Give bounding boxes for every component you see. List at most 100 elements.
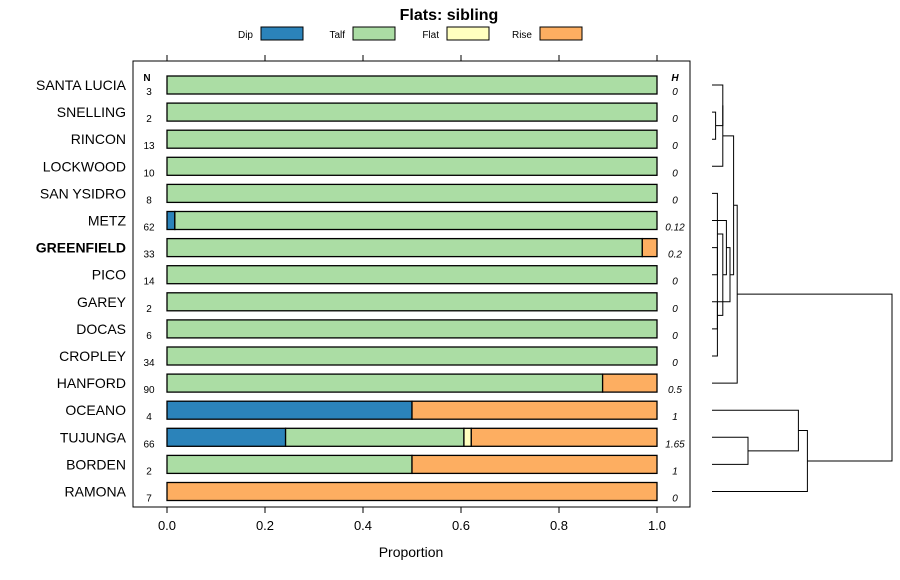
- n-value-pico: 14: [143, 277, 155, 288]
- n-value-cropley: 34: [143, 358, 155, 369]
- bar-segment-pico-talf: [166, 265, 658, 285]
- n-value-ramona: 7: [146, 494, 152, 505]
- dendrogram-branch-2: [712, 105, 724, 167]
- h-value-greenfield: 0.2: [668, 250, 682, 261]
- h-value-garey: 0: [672, 304, 678, 315]
- bar-segment-oceano-rise: [411, 400, 658, 420]
- h-value-rincon: 0: [672, 141, 678, 152]
- row-label-san-ysidro: SAN YSIDRO: [40, 185, 126, 201]
- row-label-rincon: RINCON: [71, 131, 126, 147]
- x-tick-label-5: 1.0: [648, 518, 666, 533]
- x-tick-label-2: 0.4: [354, 518, 372, 533]
- bar-segment-tujunga-flat: [463, 427, 472, 447]
- h-value-pico: 0: [672, 277, 678, 288]
- row-label-pico: PICO: [92, 267, 126, 283]
- legend-swatch-talf: [352, 26, 396, 41]
- row-label-garey: GAREY: [77, 294, 127, 310]
- h-value-metz: 0.12: [665, 223, 685, 234]
- bar-segment-lockwood-talf: [166, 156, 658, 176]
- bar-segment-tujunga-talf: [284, 427, 465, 447]
- n-column-header: N: [143, 73, 150, 84]
- n-value-greenfield: 33: [143, 250, 155, 261]
- dendrogram-branch-13: [712, 430, 808, 492]
- bar-segment-santa-lucia-talf: [166, 75, 658, 95]
- dendrogram-branch-0: [712, 111, 717, 140]
- bar-segment-garey-talf: [166, 292, 658, 312]
- legend-label-rise: Rise: [512, 30, 532, 41]
- row-label-cropley: CROPLEY: [59, 348, 127, 364]
- legend-label-flat: Flat: [422, 30, 439, 41]
- row-label-hanford: HANFORD: [57, 375, 126, 391]
- n-value-rincon: 13: [143, 141, 155, 152]
- x-axis: 0.0 0.2 0.4 0.6 0.8 1.0: [158, 55, 666, 533]
- bar-segment-tujunga-rise: [470, 427, 658, 447]
- row-label-lockwood: LOCKWOOD: [43, 158, 126, 174]
- n-value-docas: 6: [146, 331, 152, 342]
- bar-segment-greenfield-rise: [641, 237, 658, 258]
- bar-segment-greenfield-talf: [166, 237, 643, 258]
- dendrogram-branch-12: [712, 409, 799, 452]
- dendrogram-branch-6: [717, 233, 724, 316]
- row-label-ramona: RAMONA: [65, 484, 127, 500]
- row-label-docas: DOCAS: [76, 321, 126, 337]
- row-label-oceano: OCEANO: [65, 402, 126, 418]
- row-label-snelling: SNELLING: [57, 104, 126, 120]
- h-value-oceano: 1: [672, 412, 678, 423]
- bar-segment-cropley-talf: [166, 346, 658, 366]
- n-value-san-ysidro: 8: [146, 195, 152, 206]
- bar-segment-hanford-talf: [166, 373, 604, 393]
- n-value-tujunga: 66: [143, 439, 155, 450]
- bar-segment-borden-rise: [411, 454, 658, 475]
- h-value-ramona: 0: [672, 494, 678, 505]
- x-tick-label-0: 0.0: [158, 518, 176, 533]
- dendrogram-branch-4: [712, 301, 718, 330]
- n-value-oceano: 4: [146, 412, 152, 423]
- row-label-borden: BORDEN: [66, 456, 126, 472]
- x-tick-label-4: 0.8: [550, 518, 568, 533]
- dendrogram-branch-14: [737, 293, 893, 462]
- n-value-borden: 2: [146, 466, 152, 477]
- legend: Dip Talf Flat Rise: [238, 26, 583, 41]
- h-value-tujunga: 1.65: [665, 439, 685, 450]
- legend-swatch-rise: [539, 26, 583, 41]
- bar-segment-borden-talf: [166, 454, 413, 475]
- h-value-cropley: 0: [672, 358, 678, 369]
- bar-segment-metz-talf: [174, 210, 658, 231]
- row-label-santa-lucia: SANTA LUCIA: [36, 77, 127, 93]
- x-tick-label-3: 0.6: [452, 518, 470, 533]
- legend-swatch-flat: [446, 26, 490, 41]
- h-value-san-ysidro: 0: [672, 195, 678, 206]
- bar-segment-hanford-rise: [601, 373, 658, 393]
- legend-swatch-dip: [260, 26, 304, 41]
- row-label-greenfield: GREENFIELD: [36, 240, 126, 256]
- h-value-santa-lucia: 0: [672, 87, 678, 98]
- h-value-snelling: 0: [672, 114, 678, 125]
- x-tick-label-1: 0.2: [256, 518, 274, 533]
- n-value-snelling: 2: [146, 114, 152, 125]
- h-value-borden: 1: [672, 466, 678, 477]
- n-value-lockwood: 10: [143, 168, 155, 179]
- bars: SANTA LUCIA 3 0 SNELLING 2 0 RINCON 13 0 LOCKWOOD…: [36, 75, 685, 505]
- bar-segment-oceano-dip: [166, 400, 413, 420]
- bar-segment-docas-talf: [166, 319, 658, 339]
- bar-segment-snelling-talf: [166, 102, 658, 122]
- dendrogram-branch-9: [722, 135, 735, 276]
- h-value-lockwood: 0: [672, 168, 678, 179]
- dendrogram-branch-1: [712, 84, 724, 127]
- n-value-metz: 62: [143, 223, 155, 234]
- dendrogram-branch-11: [712, 436, 749, 465]
- dendrogram-branch-3: [712, 192, 718, 276]
- h-value-hanford: 0.5: [668, 385, 682, 396]
- n-value-hanford: 90: [143, 385, 155, 396]
- bar-segment-san-ysidro-talf: [166, 183, 658, 204]
- row-label-tujunga: TUJUNGA: [60, 429, 127, 445]
- bar-segment-rincon-talf: [166, 129, 658, 149]
- row-label-metz: METZ: [88, 213, 127, 229]
- bar-segment-metz-dip: [166, 210, 176, 231]
- plot-frame: [132, 60, 691, 508]
- h-column-header: H: [671, 73, 679, 84]
- chart-title: Flats: sibling: [400, 7, 499, 24]
- n-value-garey: 2: [146, 304, 152, 315]
- x-axis-title: Proportion: [379, 544, 444, 560]
